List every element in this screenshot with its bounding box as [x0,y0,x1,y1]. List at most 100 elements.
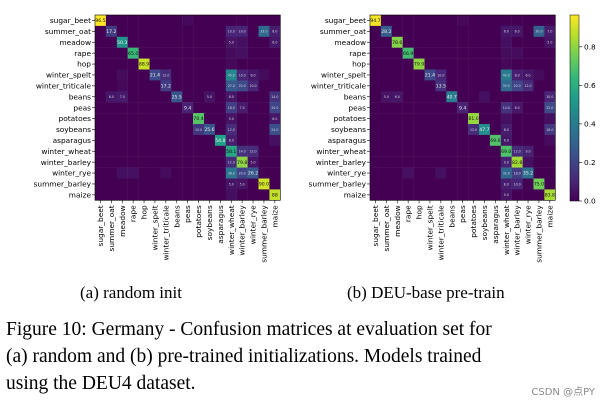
x-tick-label: peas [458,205,467,223]
x-tick-label: maize [545,205,554,228]
x-tick-label: asparagus [491,205,500,244]
heatmap-cell [269,36,281,48]
cell-value-label: 5.0 [504,193,509,197]
heatmap-cell [149,47,161,59]
heatmap-cell [258,47,270,59]
heatmap-cell [160,80,172,92]
diagonal-value-label: 79.8 [237,160,247,166]
heatmap-cell [479,167,491,179]
heatmap-cell [160,189,172,201]
diagonal-value-label: 88.9 [139,62,149,68]
heatmap-cell [225,36,237,48]
cell-value-label: 8.0 [504,128,509,132]
heatmap-cell [500,113,512,125]
heatmap-cell [446,102,458,114]
heatmap-cell [247,58,259,70]
heatmap-cell [225,102,237,114]
heatmap-cell [214,167,226,179]
heatmap-cell [413,47,425,59]
heatmap-cell [544,69,556,81]
heatmap-cell [160,25,172,37]
heatmap-cell [370,80,382,92]
diagonal-value-label: 13.5 [436,83,446,89]
heatmap-cell [544,134,556,146]
heatmap-cell [95,156,107,168]
heatmap-cell [500,25,512,37]
heatmap-cell [413,145,425,157]
heatmap-cell [479,91,491,103]
heatmap-cell [105,113,117,125]
heatmap-cell [511,134,523,146]
heatmap-cell [413,36,425,48]
heatmap-cell [269,102,281,114]
heatmap-cell [95,189,107,201]
heatmap-cell [533,124,545,136]
heatmap-cell [247,167,259,179]
heatmap-cell [160,145,172,157]
cell-value-label: 5.0 [251,160,256,164]
heatmap-cell [413,69,425,81]
heatmap-cell [127,47,139,59]
heatmap-cell [457,178,469,190]
heatmap-cell [468,134,480,146]
heatmap-cell [214,189,226,201]
cell-value-label: 8.0 [515,73,520,77]
heatmap-cell [435,25,447,37]
heatmap-cell [435,58,447,70]
diagonal-value-label: 21.4 [150,73,160,79]
heatmap-cell [95,47,107,59]
cell-value-label: 20.0 [239,171,246,175]
heatmap-cell [105,134,117,146]
heatmap-cell [127,178,139,190]
heatmap-cell [182,58,194,70]
heatmap-cell [370,124,382,136]
heatmap-cell [171,167,183,179]
heatmap-cell [446,47,458,59]
heatmap-cell [435,91,447,103]
heatmap-cell [116,58,128,70]
heatmap-cell [413,58,425,70]
heatmap-cell [457,36,469,48]
heatmap-cell [479,69,491,81]
diagonal-value-label: 79.9 [414,62,424,68]
heatmap-cell [116,145,128,157]
heatmap-cell [182,36,194,48]
heatmap-cell [511,189,523,201]
heatmap-cell [380,134,392,146]
y-tick-label: maize [69,190,92,199]
heatmap-cell [95,102,107,114]
heatmap-cell [544,145,556,157]
y-tick-label: soybeans [331,125,366,134]
heatmap-cell [95,69,107,81]
cell-value-label: 24.0 [271,128,278,132]
heatmap-cell [160,69,172,81]
heatmap-cell [457,80,469,92]
heatmap-cell [193,47,205,59]
heatmap-cell [138,80,150,92]
heatmap-cell [247,156,259,168]
x-tick-label: winter_rye [249,205,258,244]
caption-line-1: Figure 10: Germany - Confusion matrices … [6,319,492,340]
x-tick-label: maize [270,205,279,228]
heatmap-cell [105,58,117,70]
heatmap-cell [544,47,556,59]
cell-value-label: 5.0 [240,182,245,186]
x-tick-label: summer_oat [107,205,116,251]
heatmap-cell [204,156,216,168]
heatmap-cell [522,189,534,201]
x-tick-label: winter_barley [513,205,522,256]
cell-value-label: 6.0 [504,139,509,143]
heatmap-cell [468,178,480,190]
heatmap-cell [489,102,501,114]
heatmap-cell [127,145,139,157]
heatmap-cell [116,102,128,114]
x-tick-label: asparagus [216,205,225,244]
heatmap-cell [171,178,183,190]
heatmap-cell [171,189,183,201]
x-tick-label: sugar_beet [96,205,105,246]
cell-value-label: 16.0 [546,128,553,132]
cell-value-label: 6.0 [395,95,400,99]
heatmap-cell [105,156,117,168]
heatmap-cell [149,15,161,27]
heatmap-cell [391,134,403,146]
